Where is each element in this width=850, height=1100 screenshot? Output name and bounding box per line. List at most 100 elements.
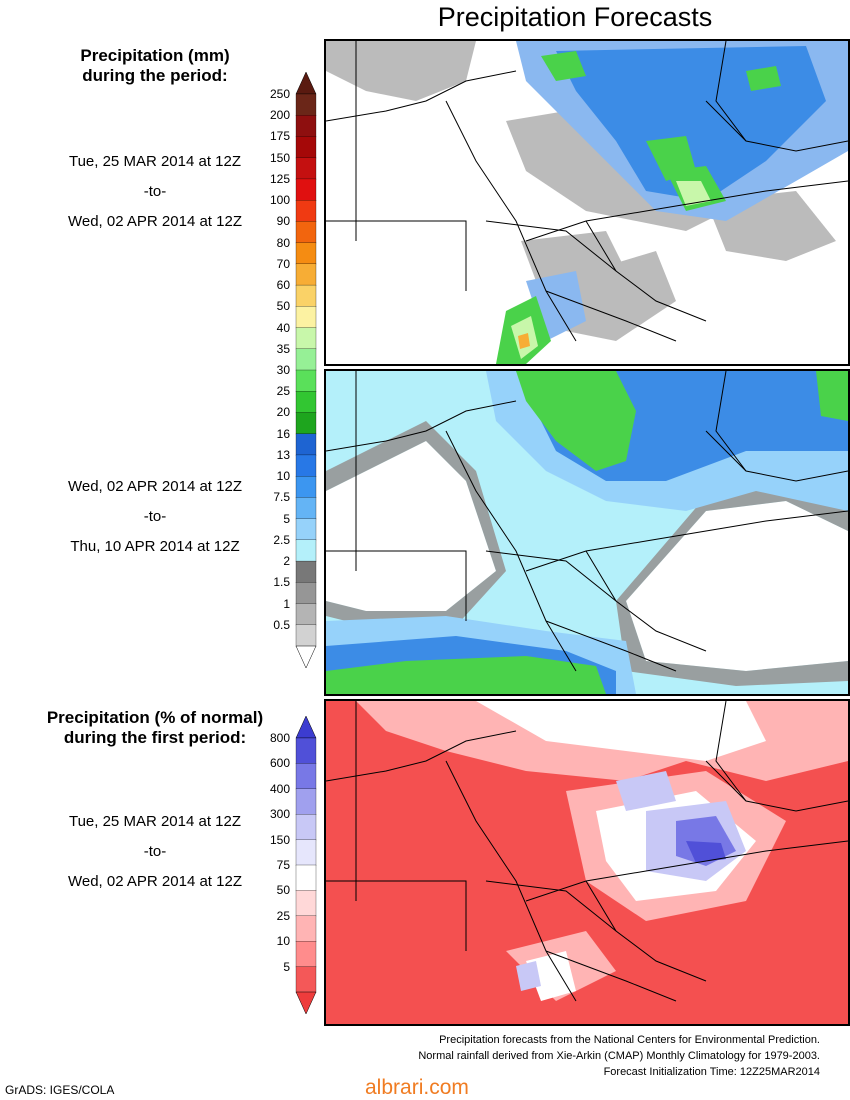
mm-colorbar-tick-label: 20 (276, 405, 290, 420)
grads-credit: GrADS: IGES/COLA (5, 1083, 115, 1097)
pct-colorbar-tick-label: 50 (276, 883, 290, 898)
panel3-heading: Precipitation (% of normal) during the f… (20, 708, 290, 748)
mm-colorbar-segment (295, 518, 317, 541)
mm-colorbar-tick-label: 80 (276, 235, 290, 250)
mm-colorbar-segment (295, 454, 317, 477)
mm-colorbar-tick-label: 175 (269, 129, 290, 144)
mm-colorbar-segment (295, 369, 317, 392)
mm-colorbar-segment (295, 115, 317, 138)
pct-colorbar-graphic (295, 716, 317, 1014)
pct-colorbar-segment (295, 788, 317, 815)
pct-colorbar-segment (295, 763, 317, 790)
percent-colorbar: 800 600 400 300 150 75 50 25 10 5 (250, 716, 320, 1014)
mm-colorbar-segment (295, 93, 317, 116)
map-panel-3 (324, 699, 850, 1026)
mm-colorbar-segment (295, 348, 317, 371)
pct-colorbar-top-arrow (295, 716, 317, 739)
mm-colorbar-tick-label: 40 (276, 320, 290, 335)
mm-colorbar-segment (295, 476, 317, 499)
panel1-end-date: Wed, 02 APR 2014 at 12Z (67, 213, 242, 230)
mm-colorbar: 250 200 175 150 125 100 90 80 70 60 50 40 35 30 25 20 16… (250, 72, 320, 668)
percent-normal-map (326, 701, 848, 1024)
pct-colorbar-segment (295, 966, 317, 993)
pct-colorbar-tick-label: 5 (283, 959, 290, 974)
mm-colorbar-segment (295, 306, 317, 329)
mm-colorbar-top-arrow (295, 72, 317, 95)
pct-colorbar-segment (295, 890, 317, 917)
mm-colorbar-tick-label: 13 (276, 447, 290, 462)
panel3-separator: -to- (143, 843, 167, 860)
precip-map-week2 (326, 371, 848, 694)
panel1-separator: -to- (143, 183, 167, 200)
panel3-heading-line2: during the first period: (63, 728, 247, 747)
mm-colorbar-segment (295, 539, 317, 562)
panel1-heading-line2: during the period: (82, 66, 228, 85)
pct-colorbar-tick-label: 800 (269, 731, 290, 745)
pct-colorbar-tick-label: 600 (269, 756, 290, 771)
mm-colorbar-tick-label: 1.5 (273, 575, 290, 590)
mm-colorbar-segment (295, 624, 317, 647)
watermark: albrari.com (365, 1076, 469, 1099)
mm-colorbar-tick-label: 7.5 (273, 490, 290, 505)
mm-colorbar-segment (295, 242, 317, 265)
mm-colorbar-tick-label: 35 (276, 341, 290, 356)
mm-colorbar-segment (295, 582, 317, 605)
map-panel-1 (324, 39, 850, 366)
mm-colorbar-tick-label: 2.5 (273, 532, 290, 547)
pct-colorbar-segment (295, 864, 317, 892)
footer-line-2: Normal rainfall derived from Xie-Arkin (… (418, 1050, 820, 1062)
mm-colorbar-tick-label: 200 (269, 108, 290, 123)
mm-colorbar-tick-label: 1 (283, 596, 290, 611)
mm-colorbar-tick-label: 250 (269, 87, 290, 101)
mm-colorbar-segment (295, 263, 317, 286)
panel3-heading-line1: Precipitation (% of normal) (46, 708, 264, 727)
mm-colorbar-tick-label: 25 (276, 384, 290, 399)
mm-colorbar-segment (295, 221, 317, 244)
panel1-heading-line1: Precipitation (mm) (80, 46, 230, 65)
panel2-start-date: Wed, 02 APR 2014 at 12Z (67, 478, 242, 495)
footer-line-1: Precipitation forecasts from the Nationa… (439, 1034, 820, 1046)
panel1-start-date: Tue, 25 MAR 2014 at 12Z (68, 153, 242, 170)
panel3-start-date: Tue, 25 MAR 2014 at 12Z (68, 813, 242, 830)
pct-colorbar-tick-label: 400 (269, 781, 290, 796)
pct-colorbar-segment (295, 941, 317, 968)
mm-colorbar-tick-label: 90 (276, 214, 290, 229)
mm-colorbar-tick-label: 60 (276, 278, 290, 293)
map-panel-2 (324, 369, 850, 696)
precip-map-week1 (326, 41, 848, 364)
mm-colorbar-tick-label: 10 (276, 469, 290, 484)
mm-colorbar-segment (295, 200, 317, 223)
mm-colorbar-tick-label: 0.5 (273, 617, 290, 632)
mm-colorbar-segment (295, 412, 317, 435)
mm-colorbar-segment (295, 433, 317, 456)
pct-colorbar-segment (295, 839, 317, 866)
panel2-separator: -to- (143, 508, 167, 525)
panel1-heading: Precipitation (mm) during the period: (20, 46, 290, 86)
mm-colorbar-tick-label: 125 (269, 171, 290, 186)
pct-colorbar-tick-label: 25 (276, 908, 290, 923)
footer-line-3: Forecast Initialization Time: 12Z25MAR20… (603, 1066, 820, 1078)
pct-colorbar-tick-label: 10 (276, 934, 290, 949)
mm-colorbar-tick-label: 100 (269, 193, 290, 208)
mm-colorbar-bottom-arrow (295, 645, 317, 668)
mm-colorbar-segment (295, 136, 317, 159)
pct-colorbar-tick-label: 75 (276, 858, 290, 872)
mm-colorbar-tick-label: 150 (269, 150, 290, 165)
mm-colorbar-segment (295, 603, 317, 626)
panel2-end-date: Thu, 10 APR 2014 at 12Z (70, 538, 240, 555)
pct-colorbar-segment (295, 814, 317, 841)
mm-colorbar-segment (295, 157, 317, 180)
mm-colorbar-tick-label: 30 (276, 363, 290, 377)
panel3-end-date: Wed, 02 APR 2014 at 12Z (67, 873, 242, 890)
footer-note: Precipitation forecasts from the Nationa… (418, 1032, 820, 1080)
pct-colorbar-segment (295, 915, 317, 942)
mm-colorbar-tick-label: 50 (276, 299, 290, 314)
pct-colorbar-tick-label: 150 (269, 832, 290, 847)
mm-colorbar-tick-label: 5 (283, 511, 290, 526)
mm-colorbar-tick-label: 70 (276, 256, 290, 271)
pct-colorbar-tick-label: 300 (269, 807, 290, 822)
mm-colorbar-graphic (295, 72, 317, 668)
pct-colorbar-bottom-arrow (295, 991, 317, 1014)
mm-colorbar-segment (295, 284, 317, 307)
mm-colorbar-segment (295, 327, 317, 350)
